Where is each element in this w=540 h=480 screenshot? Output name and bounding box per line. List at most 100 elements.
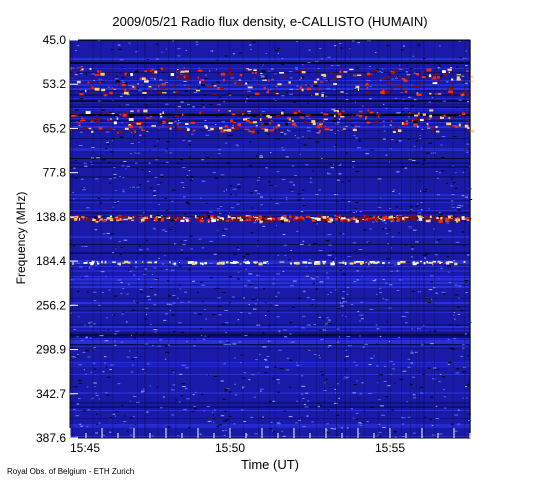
spectrogram-speckle xyxy=(242,421,247,422)
spectrogram-speckle xyxy=(85,260,89,262)
spectrogram-speckle xyxy=(264,360,268,362)
spectrogram-speckle xyxy=(449,324,451,326)
spectrogram-speckle xyxy=(376,328,380,330)
burst-mark xyxy=(395,126,399,128)
burst-mark xyxy=(338,216,340,219)
spectrogram-vline xyxy=(390,40,392,438)
spectrogram-speckle xyxy=(246,98,248,100)
spectrogram-speckle xyxy=(429,419,432,421)
spectrogram-speckle xyxy=(125,104,130,106)
spectrogram-speckle xyxy=(325,272,329,274)
spectrogram-speckle xyxy=(239,200,241,202)
spectrogram-speckle xyxy=(112,206,115,208)
burst-mark xyxy=(202,262,204,266)
y-tick-label: 387.6 xyxy=(36,431,66,445)
spectrogram-speckle xyxy=(243,208,245,210)
spectrogram-speckle xyxy=(376,112,379,114)
burst-mark xyxy=(271,78,274,81)
burst-mark xyxy=(130,122,134,125)
burst-mark xyxy=(241,218,243,222)
spectrogram-speckle xyxy=(109,237,112,239)
burst-mark xyxy=(412,215,418,217)
burst-mark xyxy=(144,70,148,73)
spectrogram-speckle xyxy=(177,162,180,164)
spectrogram-speckle xyxy=(177,48,181,50)
burst-mark xyxy=(172,84,176,88)
spectrogram-speckle xyxy=(294,67,298,69)
spectrogram-speckle xyxy=(405,120,409,122)
spectrogram-speckle xyxy=(186,175,189,176)
spectrogram-speckle xyxy=(440,268,443,270)
burst-mark xyxy=(188,85,190,88)
spectrogram-speckle xyxy=(151,273,154,275)
burst-mark xyxy=(381,76,386,80)
spectrogram-row xyxy=(70,252,470,254)
spectrogram-speckle xyxy=(318,355,320,356)
spectrogram-speckle xyxy=(177,55,181,57)
burst-mark xyxy=(467,127,470,130)
spectrogram-speckle xyxy=(186,203,191,205)
spectrogram-speckle xyxy=(86,426,89,428)
spectrogram-speckle xyxy=(233,82,237,84)
burst-mark xyxy=(299,86,303,90)
spectrogram-speckle xyxy=(257,245,259,247)
burst-mark xyxy=(128,130,131,132)
spectrogram-speckle xyxy=(98,304,102,306)
spectrogram-speckle xyxy=(444,265,446,267)
spectrogram-speckle xyxy=(164,197,168,199)
spectrogram-speckle xyxy=(115,116,118,118)
spectrogram-speckle xyxy=(303,403,307,405)
burst-mark xyxy=(460,93,465,95)
spectrogram-speckle xyxy=(159,79,163,81)
burst-mark xyxy=(182,216,185,219)
spectrogram-speckle xyxy=(225,419,230,421)
spectrogram-speckle xyxy=(303,144,307,146)
burst-mark xyxy=(183,75,186,79)
spectrogram-speckle xyxy=(93,300,97,302)
burst-mark xyxy=(294,217,297,219)
burst-mark xyxy=(332,261,335,263)
burst-mark xyxy=(311,219,316,222)
spectrogram-speckle xyxy=(136,351,138,353)
spectrogram-speckle xyxy=(165,161,170,163)
spectrogram-speckle xyxy=(311,278,315,280)
burst-mark xyxy=(318,90,321,92)
spectrogram-speckle xyxy=(302,240,305,242)
burst-mark xyxy=(227,128,232,132)
burst-mark xyxy=(139,215,142,217)
burst-mark xyxy=(421,76,426,79)
spectrogram-speckle xyxy=(378,431,382,433)
spectrogram-speckle xyxy=(397,232,401,234)
spectrogram-speckle xyxy=(217,104,221,106)
burst-mark xyxy=(227,215,231,219)
spectrogram-speckle xyxy=(236,145,239,147)
spectrogram-speckle xyxy=(233,253,237,255)
spectrogram-speckle xyxy=(106,376,111,378)
spectrogram-speckle xyxy=(315,60,319,62)
spectrogram-speckle xyxy=(286,199,288,201)
spectrogram-speckle xyxy=(136,332,138,334)
burst-mark xyxy=(268,215,272,218)
spectrogram-speckle xyxy=(370,149,374,151)
spectrogram-speckle xyxy=(229,391,232,393)
spectrogram-speckle xyxy=(286,92,288,94)
spectrogram-speckle xyxy=(247,96,250,97)
burst-mark xyxy=(246,68,249,70)
spectrogram-speckle xyxy=(190,248,193,250)
spectrogram-speckle xyxy=(441,157,445,158)
spectrogram-speckle xyxy=(160,174,164,176)
spectrogram-speckle xyxy=(277,382,280,384)
burst-mark xyxy=(239,73,242,77)
spectrogram-speckle xyxy=(398,279,403,281)
spectrogram-speckle xyxy=(80,425,83,427)
burst-mark xyxy=(141,77,146,80)
burst-mark xyxy=(395,76,397,78)
spectrogram-speckle xyxy=(218,212,222,214)
burst-mark xyxy=(206,219,211,221)
burst-mark xyxy=(353,74,357,77)
spectrogram-speckle xyxy=(359,335,361,337)
spectrogram-speckle xyxy=(244,285,248,287)
spectrogram-speckle xyxy=(278,330,281,332)
burst-mark xyxy=(413,123,418,126)
spectrogram-speckle xyxy=(217,149,222,151)
